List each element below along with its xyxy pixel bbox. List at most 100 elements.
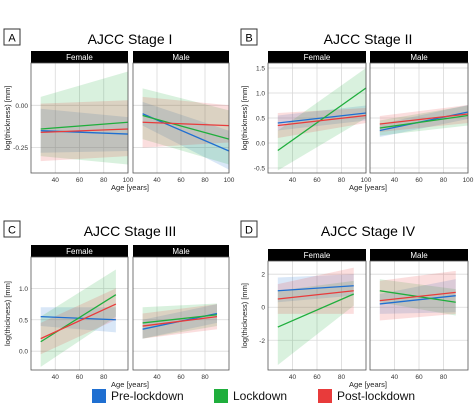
facet-strip bbox=[31, 51, 128, 63]
x-tick-label: 40 bbox=[289, 177, 297, 184]
x-tick-label: 80 bbox=[338, 177, 346, 184]
y-tick-label: 0.0 bbox=[19, 349, 28, 356]
x-tick-label: 40 bbox=[153, 374, 161, 381]
x-tick-label: 100 bbox=[224, 177, 235, 184]
panel-b: B AJCC Stage II Female 40 60 80 100 -0.5 0.0 0.5 1… bbox=[240, 28, 474, 192]
trend-line-lockdown bbox=[142, 314, 218, 324]
panel-a: A AJCC Stage I Female 40 60 80 100 -0.25 0.00 Mal… bbox=[3, 28, 235, 192]
trend-line-lockdown bbox=[379, 114, 469, 129]
x-tick-label: 60 bbox=[177, 374, 185, 381]
band-lockdown bbox=[40, 71, 129, 165]
band-pre-lockdown bbox=[142, 101, 229, 170]
legend-swatch-lockdown bbox=[214, 389, 228, 403]
y-tick-label: 1.0 bbox=[256, 91, 265, 98]
trend-line-pre-lockdown bbox=[379, 295, 456, 305]
x-tick-label: 40 bbox=[391, 374, 399, 381]
facet-female: Female 40 60 80 100 -0.5 0.0 0.5 1.0 1.5 bbox=[254, 51, 372, 184]
panel-d: D AJCC Stage IV Female 40 60 80 -2 0 2 Male 40 60 80… bbox=[240, 220, 469, 389]
trend-line-post-lockdown bbox=[142, 121, 230, 127]
x-tick-label: 80 bbox=[201, 177, 209, 184]
panel-letter: C bbox=[8, 225, 16, 237]
facet-strip bbox=[31, 245, 128, 257]
facet-strip-label: Female bbox=[66, 53, 93, 62]
x-tick-label: 40 bbox=[153, 177, 161, 184]
x-tick-label: 60 bbox=[76, 177, 84, 184]
band-post-lockdown bbox=[379, 270, 456, 321]
x-tick-label: 60 bbox=[313, 177, 321, 184]
trend-line-post-lockdown bbox=[379, 291, 456, 302]
y-tick-label: 1.5 bbox=[256, 66, 265, 73]
y-axis-label: log(thickness) [mm] bbox=[240, 85, 249, 150]
y-tick-label: 1.0 bbox=[19, 286, 28, 293]
x-tick-label: 80 bbox=[440, 374, 448, 381]
facet-male: Male 40 60 80 100 bbox=[369, 51, 474, 184]
y-tick-label: -0.5 bbox=[254, 166, 266, 173]
facet-female: Female 40 60 80 -2 0 2 bbox=[259, 249, 367, 381]
y-tick-label: 0 bbox=[261, 305, 265, 312]
facet-strip-label: Male bbox=[172, 53, 190, 62]
trend-line-post-lockdown bbox=[40, 128, 129, 134]
facet-female: Female 40 60 80 100 -0.25 0.00 bbox=[13, 51, 134, 184]
facet-male: Male 40 60 80 bbox=[369, 249, 469, 381]
x-axis-label: Age [years] bbox=[111, 380, 149, 389]
legend-swatch-post-lockdown bbox=[318, 389, 332, 403]
legend-item-post-lockdown: Post-lockdown bbox=[318, 387, 415, 405]
facet-strip bbox=[133, 245, 229, 257]
y-tick-label: -2 bbox=[259, 338, 265, 345]
x-tick-label: 60 bbox=[415, 374, 423, 381]
trend-line-pre-lockdown bbox=[277, 112, 367, 124]
y-tick-label: 0.5 bbox=[256, 116, 265, 123]
facet-border bbox=[267, 260, 367, 371]
trend-line-lockdown bbox=[40, 121, 129, 130]
x-tick-label: 80 bbox=[440, 177, 448, 184]
y-tick-label: 2 bbox=[261, 272, 265, 279]
trend-line-post-lockdown bbox=[277, 114, 367, 127]
panel-letter-box bbox=[3, 220, 21, 238]
facet-strip-label: Male bbox=[172, 247, 190, 256]
facet-border bbox=[369, 260, 469, 371]
facet-strip bbox=[133, 51, 229, 63]
facet-strip bbox=[268, 249, 366, 261]
y-tick-label: 0.0 bbox=[256, 141, 265, 148]
x-tick-label: 80 bbox=[100, 177, 108, 184]
legend-label-lockdown: Lockdown bbox=[233, 389, 288, 403]
facet-border bbox=[30, 62, 129, 174]
x-axis-label: Age [years] bbox=[349, 183, 387, 192]
legend-label-post-lockdown: Post-lockdown bbox=[337, 389, 416, 403]
x-tick-label: 100 bbox=[361, 177, 372, 184]
trend-line-post-lockdown bbox=[142, 315, 218, 327]
legend: Pre-lockdown Lockdown Post-lockdown bbox=[0, 384, 474, 408]
facet-strip bbox=[370, 51, 468, 63]
facet-strip-label: Male bbox=[410, 251, 428, 260]
facet-border bbox=[132, 256, 230, 371]
legend-label-pre-lockdown: Pre-lockdown bbox=[111, 389, 184, 403]
x-tick-label: 60 bbox=[177, 177, 185, 184]
band-lockdown bbox=[379, 105, 468, 136]
x-tick-label: 40 bbox=[52, 374, 60, 381]
facet-strip-label: Male bbox=[410, 53, 428, 62]
facet-border bbox=[369, 62, 469, 174]
trend-line-post-lockdown bbox=[277, 290, 354, 300]
facet-strip-label: Female bbox=[304, 251, 331, 260]
x-tick-label: 100 bbox=[123, 177, 134, 184]
facet-male: Male 40 60 80 100 bbox=[132, 51, 235, 184]
x-tick-label: 40 bbox=[52, 177, 60, 184]
x-tick-label: 80 bbox=[100, 374, 108, 381]
facet-strip-label: Female bbox=[304, 53, 331, 62]
panel-letter-box bbox=[3, 28, 21, 46]
panel-title: AJCC Stage III bbox=[84, 223, 177, 239]
facet-female: Female 40 60 80 0.0 0.5 1.0 bbox=[19, 245, 129, 381]
x-axis-label: Age [years] bbox=[349, 380, 387, 389]
y-tick-label: 0.5 bbox=[19, 317, 28, 324]
band-pre-lockdown bbox=[40, 307, 116, 333]
facet-strip bbox=[370, 249, 468, 261]
x-tick-label: 60 bbox=[415, 177, 423, 184]
band-post-lockdown bbox=[142, 96, 229, 148]
trend-line-lockdown bbox=[277, 293, 355, 328]
facet-border bbox=[30, 256, 129, 371]
panel-letter: A bbox=[8, 33, 16, 45]
x-axis-label: Age [years] bbox=[111, 183, 149, 192]
trend-line-lockdown bbox=[40, 294, 117, 343]
panel-letter-box bbox=[240, 220, 258, 238]
x-tick-label: 100 bbox=[463, 177, 474, 184]
